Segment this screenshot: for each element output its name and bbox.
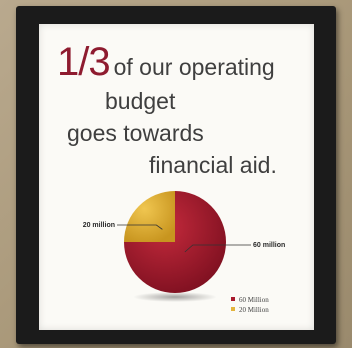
legend-label-20-million: 20 Million: [239, 306, 269, 314]
legend-swatch-60-million: [231, 297, 235, 301]
callout-label-20-million: 20 million: [83, 222, 115, 229]
callout-label-60-million: 60 million: [253, 242, 285, 249]
pie-chart: 20 million 60 million 60 Million 20 Millio…: [83, 191, 285, 314]
headline-fraction: 1/3: [57, 40, 111, 84]
poster: 1/3 of our operating budget goes towards …: [39, 24, 314, 330]
headline-line-2: budget: [105, 88, 176, 114]
callout-line-60-million: [184, 244, 251, 253]
headline-line-3: goes towards: [67, 120, 204, 146]
headline-line-1: 1/3 of our operating: [57, 40, 275, 85]
headline-line-4: financial aid.: [149, 152, 277, 178]
pie-slice-60-million: [124, 191, 226, 293]
headline-line-1-text: of our operating: [113, 54, 275, 80]
pie-slice-20-million: [124, 191, 175, 242]
pie-shadow: [133, 292, 217, 302]
legend-swatch-20-million: [231, 307, 235, 311]
callout-line-20-million: [117, 224, 163, 230]
legend-label-60-million: 60 Million: [239, 296, 269, 304]
